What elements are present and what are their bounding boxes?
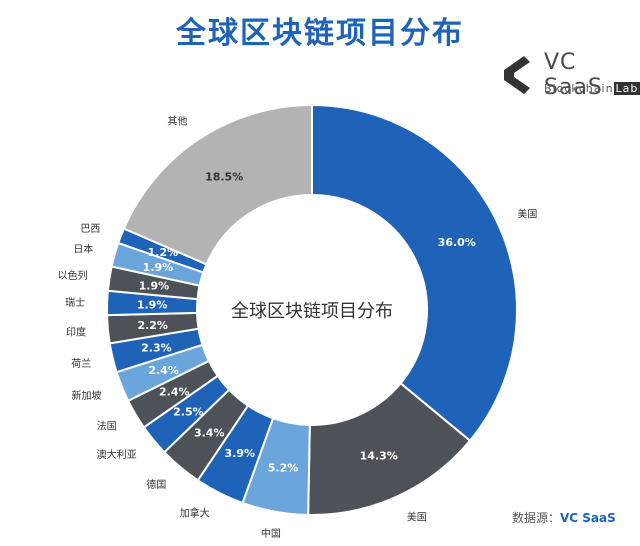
slice-category-label: 瑞士 xyxy=(65,296,85,309)
slice-value-label: 5.2% xyxy=(268,461,299,474)
slice-category-label: 巴西 xyxy=(80,223,100,235)
logo-sub-a: Blockchain xyxy=(544,82,614,95)
slice-value-label: 2.4% xyxy=(159,385,190,398)
brand-logo: VC SaaS Blockchain Lab xyxy=(488,46,640,102)
slice-value-label: 1.9% xyxy=(143,261,174,274)
slice-value-label: 1.9% xyxy=(139,279,170,292)
data-source: 数据源：VC SaaS xyxy=(512,509,616,526)
slice-value-label: 3.9% xyxy=(225,447,256,460)
source-label: 数据源： xyxy=(512,511,561,525)
slice-category-label: 法国 xyxy=(97,420,117,433)
slice-category-label: 加拿大 xyxy=(180,507,210,520)
slice-category-label: 新加坡 xyxy=(71,389,101,402)
logo-sub-b: Lab xyxy=(613,82,640,95)
slice-category-label: 美国 xyxy=(517,207,537,220)
slice-category-label: 荷兰 xyxy=(71,357,91,370)
donut-slice-14 xyxy=(122,103,313,266)
slice-value-label: 36.0% xyxy=(438,236,476,249)
donut-slice-0 xyxy=(311,103,518,443)
vc-logo-icon xyxy=(504,56,530,94)
slice-value-label: 2.4% xyxy=(148,364,179,377)
chart-title: 全球区块链项目分布 xyxy=(176,16,464,51)
slice-value-label: 2.5% xyxy=(173,406,204,419)
slice-category-label: 澳大利亚 xyxy=(97,448,137,461)
slice-category-label: 以色列 xyxy=(58,269,88,282)
slice-category-label: 德国 xyxy=(146,478,166,491)
slice-category-label: 中国 xyxy=(261,527,281,540)
slice-value-label: 1.9% xyxy=(137,298,168,311)
slice-value-label: 2.3% xyxy=(141,341,172,354)
slice-value-label: 2.2% xyxy=(137,319,168,332)
source-brand: VC SaaS xyxy=(560,511,616,525)
slice-category-label: 美国 xyxy=(407,510,427,523)
slice-category-label: 其他 xyxy=(167,114,187,127)
slice-value-label: 18.5% xyxy=(205,170,243,183)
logo-name: VC SaaS xyxy=(544,50,603,100)
slice-value-label: 3.4% xyxy=(194,427,225,440)
slice-value-label: 14.3% xyxy=(360,449,398,462)
donut-center-label: 全球区块链项目分布 xyxy=(231,301,393,322)
logo-subtitle: Blockchain Lab xyxy=(544,82,640,95)
slice-category-label: 印度 xyxy=(66,325,86,338)
slice-category-label: 日本 xyxy=(73,243,93,256)
